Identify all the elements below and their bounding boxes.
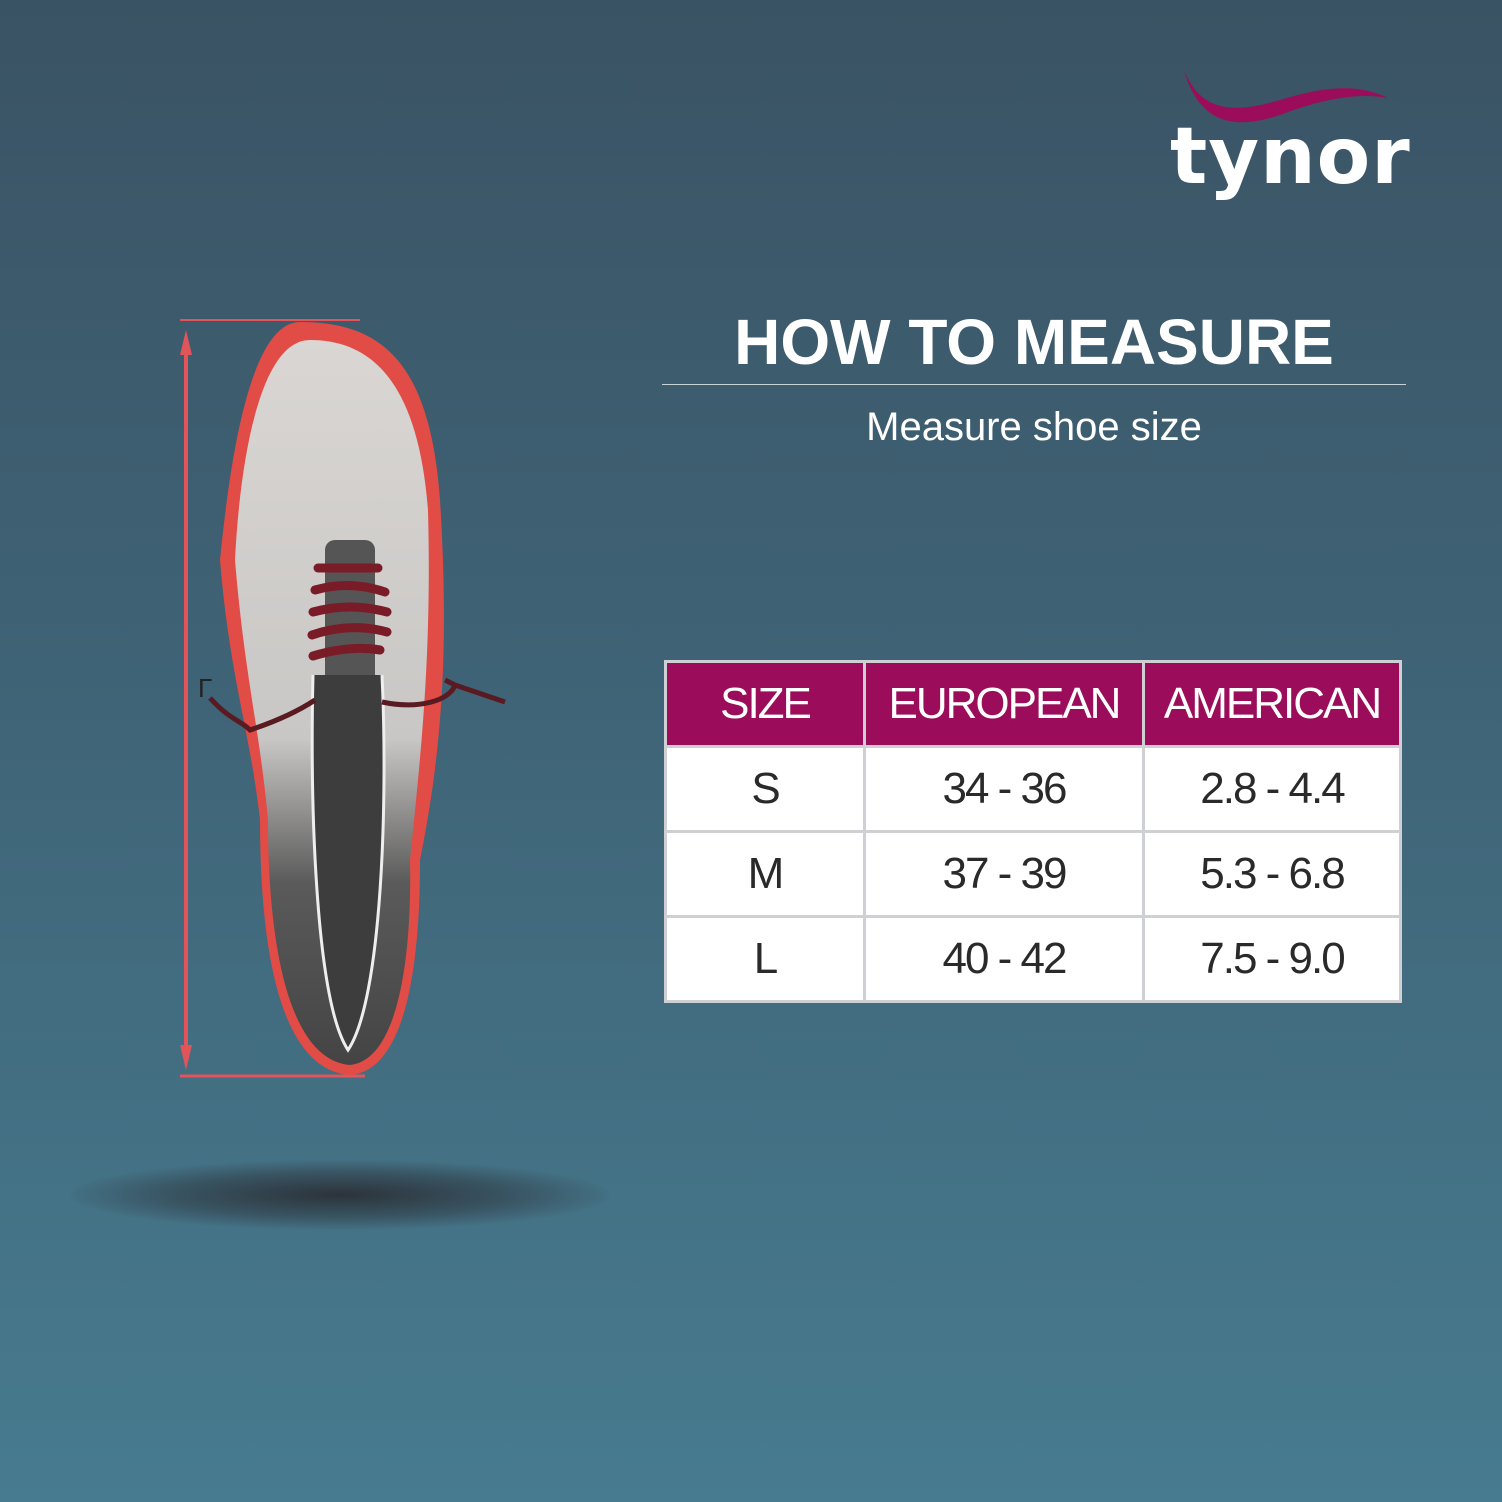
table-header-row: SIZE EUROPEAN AMERICAN	[664, 660, 1402, 748]
european-cell: 37 - 39	[863, 830, 1145, 918]
divider	[662, 384, 1406, 385]
column-header-european: EUROPEAN	[863, 660, 1145, 748]
size-chart-table: SIZE EUROPEAN AMERICAN S 34 - 36 2.8 - 4…	[664, 660, 1402, 1003]
european-cell: 34 - 36	[863, 745, 1145, 833]
column-header-american: AMERICAN	[1142, 660, 1402, 748]
table-row: L 40 - 42 7.5 - 9.0	[664, 915, 1402, 1003]
table-row: S 34 - 36 2.8 - 4.4	[664, 745, 1402, 833]
size-cell: L	[664, 915, 866, 1003]
column-header-size: SIZE	[664, 660, 866, 748]
american-cell: 2.8 - 4.4	[1142, 745, 1402, 833]
table-row: M 37 - 39 5.3 - 6.8	[664, 830, 1402, 918]
american-cell: 5.3 - 6.8	[1142, 830, 1402, 918]
logo-swoosh-icon	[1184, 70, 1388, 123]
logo-text: tynor	[1170, 112, 1411, 202]
subtitle: Measure shoe size	[866, 405, 1202, 449]
length-label: L	[198, 673, 213, 703]
european-cell: 40 - 42	[863, 915, 1145, 1003]
shoe-shadow	[70, 1160, 610, 1230]
shoe-illustration	[180, 319, 506, 1078]
page-title: HOW TO MEASURE	[734, 306, 1334, 378]
american-cell: 7.5 - 9.0	[1142, 915, 1402, 1003]
size-cell: M	[664, 830, 866, 918]
size-cell: S	[664, 745, 866, 833]
